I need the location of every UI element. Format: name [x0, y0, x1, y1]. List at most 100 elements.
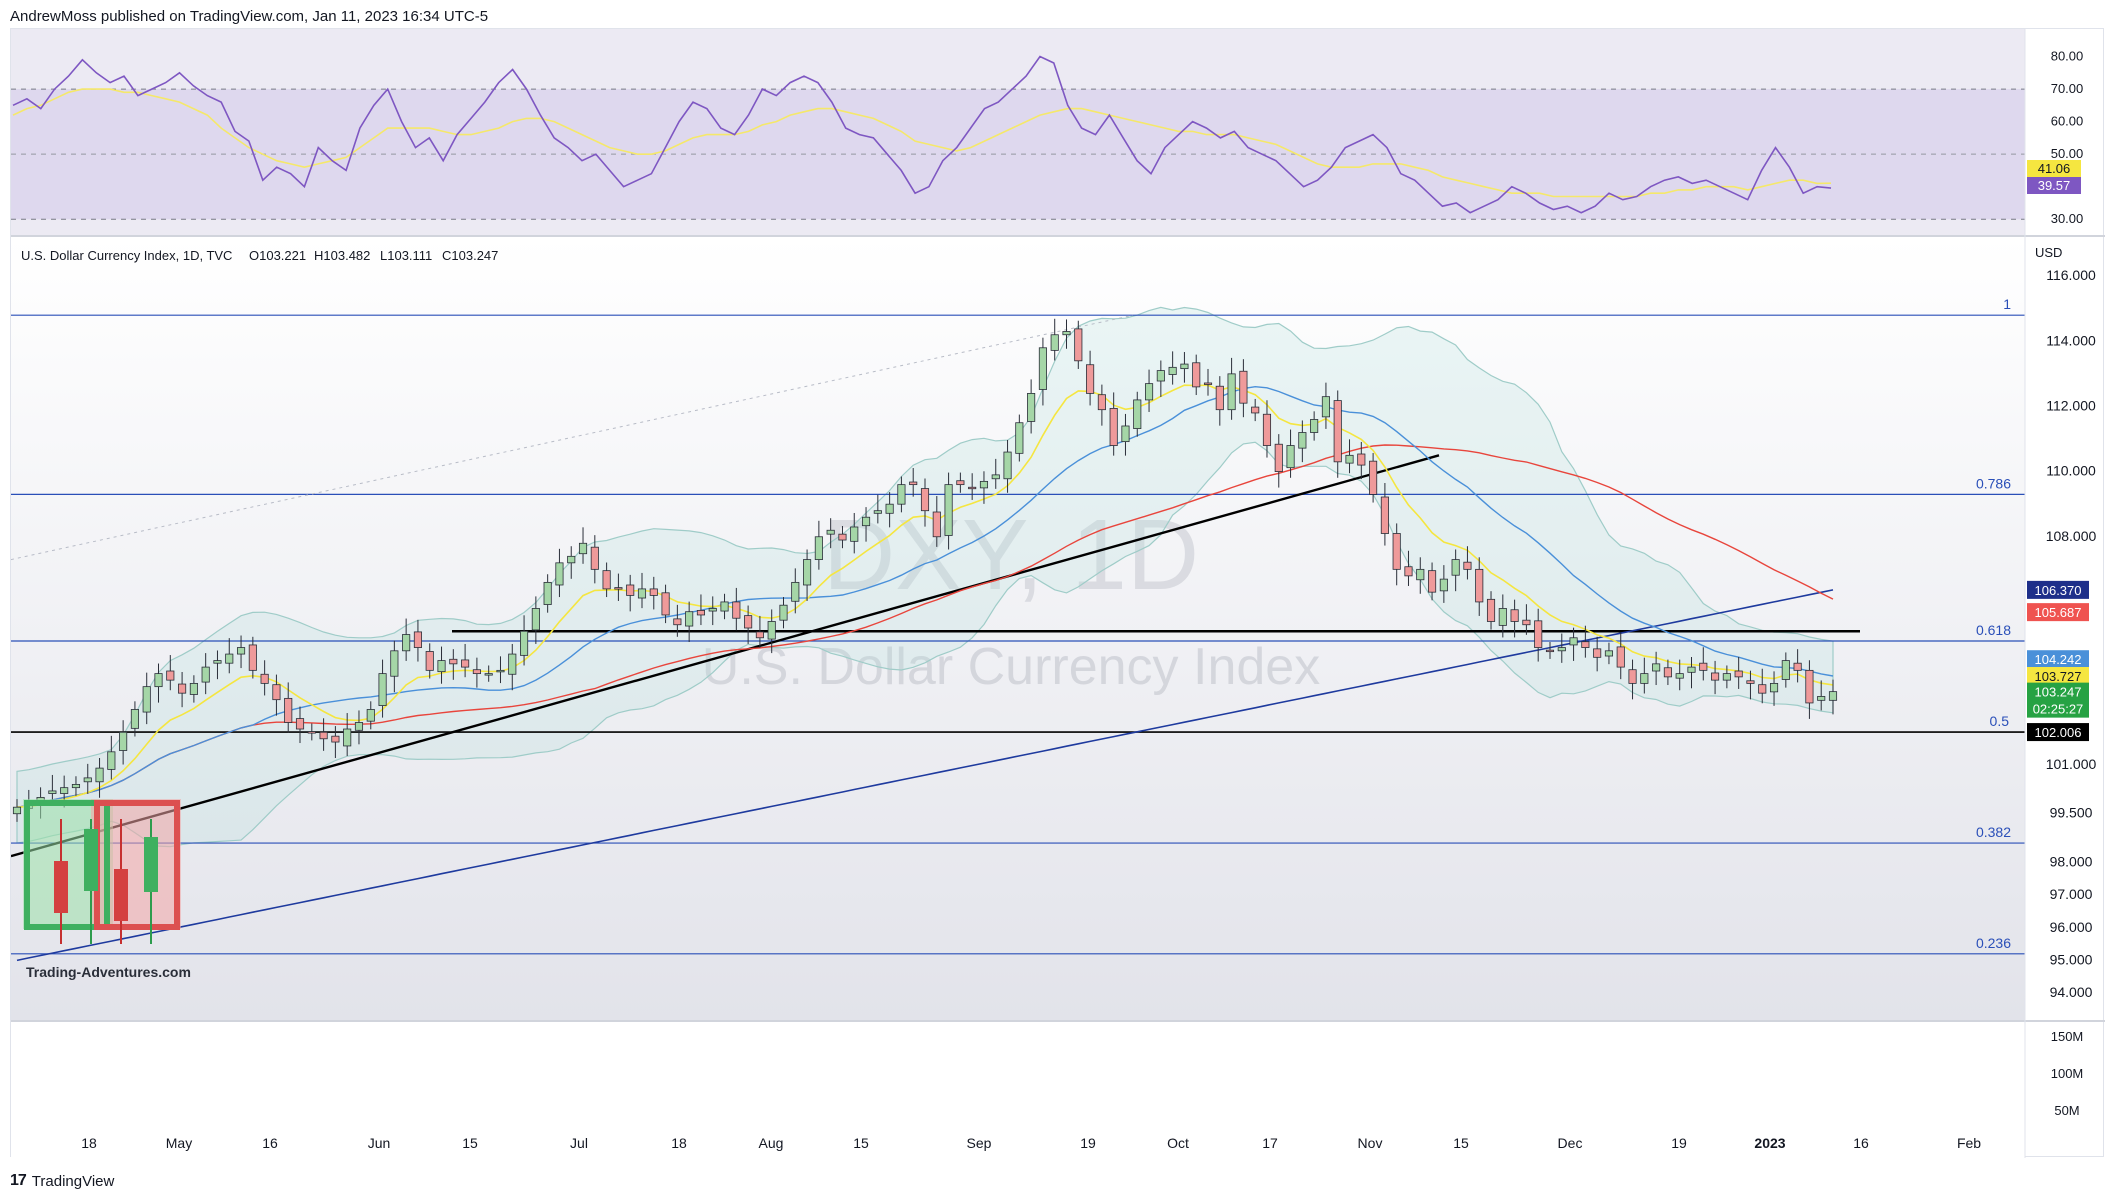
footer-brand[interactable]: TradingView: [31, 1172, 115, 1190]
candle-up: [402, 634, 411, 652]
candle-down: [661, 592, 670, 616]
time-axis-tick: Jun: [368, 1135, 391, 1151]
candle-down: [1097, 394, 1106, 411]
candle-down: [1262, 413, 1272, 446]
candle-down: [696, 610, 706, 616]
candle-down: [1192, 362, 1201, 388]
candle-up: [343, 728, 352, 747]
candle-up: [979, 480, 989, 489]
candle-up: [1027, 392, 1036, 422]
time-axis-tick: Dec: [1558, 1135, 1583, 1151]
candle-up: [803, 559, 812, 586]
price-axis-tick: 108.000: [2046, 528, 2097, 544]
candle-up: [1652, 663, 1661, 672]
rsi-axis-tick: 80.00: [2051, 49, 2084, 64]
candle-up: [484, 673, 493, 676]
time-axis-tick: Oct: [1167, 1135, 1189, 1151]
time-axis-tick: 15: [1453, 1135, 1469, 1151]
candle-up: [437, 660, 446, 673]
candle-up: [142, 686, 151, 713]
candle-up: [12, 806, 22, 815]
time-axis-tick: Sep: [967, 1135, 992, 1151]
volume-pane: 150M 100M 50M: [11, 1022, 2083, 1158]
candle-up: [708, 608, 717, 612]
candle-up: [767, 621, 776, 640]
time-axis-tick: Aug: [759, 1135, 784, 1151]
candle-down: [909, 481, 918, 486]
candle-down: [1074, 328, 1083, 362]
candle-down: [1616, 646, 1625, 668]
price-tag-box: [2027, 603, 2089, 622]
dotted-trend-extension: [11, 314, 1134, 561]
sma-mid-line: [16, 385, 1834, 808]
chart-frame[interactable]: 80.00 70.00 60.00 50.00 30.00 41.06 39.57 DX…: [10, 28, 2105, 1158]
rising-trendline[interactable]: [11, 454, 1440, 858]
candle-down: [331, 735, 340, 743]
candle-up: [95, 767, 104, 783]
candle-down: [1486, 598, 1496, 622]
candle-down: [425, 651, 434, 671]
candle-up: [201, 666, 210, 683]
rsi-line: [12, 55, 1832, 214]
candle-down: [1274, 443, 1283, 473]
candle-down: [590, 546, 599, 570]
candle-up: [354, 722, 364, 731]
fib-level-label: 0.382: [1976, 824, 2011, 840]
candle-down: [602, 570, 611, 590]
price-axis-tick: 96.000: [2050, 919, 2093, 935]
fibonacci-labels: 1 0.786 0.618 0.5 0.382 0.236: [1976, 296, 2011, 951]
price-axis-tick: 110.000: [2046, 463, 2096, 479]
candle-down: [248, 644, 257, 671]
candle-down: [284, 697, 293, 723]
candle-up: [60, 787, 69, 794]
candle-down: [307, 731, 316, 734]
candle-up: [555, 562, 564, 586]
price-tag-label: 104.242: [2035, 652, 2082, 667]
footer: 17 TradingView: [10, 1170, 114, 1192]
candle-up: [944, 484, 953, 536]
rsi-band: [11, 89, 2025, 220]
candle-down: [626, 584, 635, 596]
candle-down: [649, 588, 658, 596]
candle-up: [685, 611, 694, 627]
chart-canvas[interactable]: 80.00 70.00 60.00 50.00 30.00 41.06 39.57 DX…: [11, 29, 2105, 1158]
candle-down: [178, 683, 187, 694]
candle-down: [319, 731, 328, 740]
legend-high: H103.482: [314, 248, 370, 263]
rsi-price-axis[interactable]: 80.00 70.00 60.00 50.00 30.00: [2051, 49, 2084, 227]
candle-up: [720, 601, 729, 612]
candle-up: [119, 731, 128, 751]
candle-up: [1133, 399, 1142, 429]
time-axis-tick: Nov: [1358, 1135, 1383, 1151]
candle-down: [1380, 496, 1389, 534]
candle-down: [968, 486, 977, 490]
price-axis[interactable]: 116.000 114.000 112.000 110.000 108.000 101.0…: [2046, 267, 2097, 1000]
candle-up: [885, 503, 894, 514]
fib-level-label: 0.618: [1976, 622, 2011, 638]
price-tag-label: 102.006: [2035, 725, 2082, 740]
candle-up: [1675, 673, 1684, 679]
price-axis-tick: 116.000: [2046, 267, 2096, 283]
candle-up: [1003, 451, 1012, 480]
price-pane: DXY, 1D U.S. Dollar Currency Index U.S. …: [11, 237, 2097, 1021]
volume-axis-tick: 150M: [2051, 1029, 2084, 1044]
candle-down: [1357, 453, 1366, 466]
candle-down: [1510, 609, 1519, 622]
tradingview-logo-icon[interactable]: 17: [10, 1172, 27, 1189]
candle-up: [213, 660, 222, 664]
time-axis-tick: 19: [1671, 1135, 1687, 1151]
candle-down: [1711, 672, 1720, 681]
candle-up: [1121, 425, 1130, 443]
rsi-axis-tick: 50.00: [2051, 146, 2084, 161]
candle-up: [1569, 637, 1578, 646]
candle-up: [366, 709, 375, 722]
candle-up: [236, 647, 246, 655]
time-axis[interactable]: 18 May 16 Jun 15 Jul 18 Aug 15 Sep 19 Oct 17 Nov 15 Dec…: [81, 1135, 1981, 1151]
candle-up: [1722, 673, 1731, 681]
sma-long-line: [16, 444, 1834, 808]
publish-header: AndrewMoss published on TradingView.com,…: [10, 8, 489, 25]
candle-up: [1769, 682, 1779, 693]
volume-axis[interactable]: 150M 100M 50M: [2051, 1029, 2084, 1118]
time-axis-tick: 16: [1853, 1135, 1869, 1151]
time-axis-tick: 17: [1262, 1135, 1278, 1151]
